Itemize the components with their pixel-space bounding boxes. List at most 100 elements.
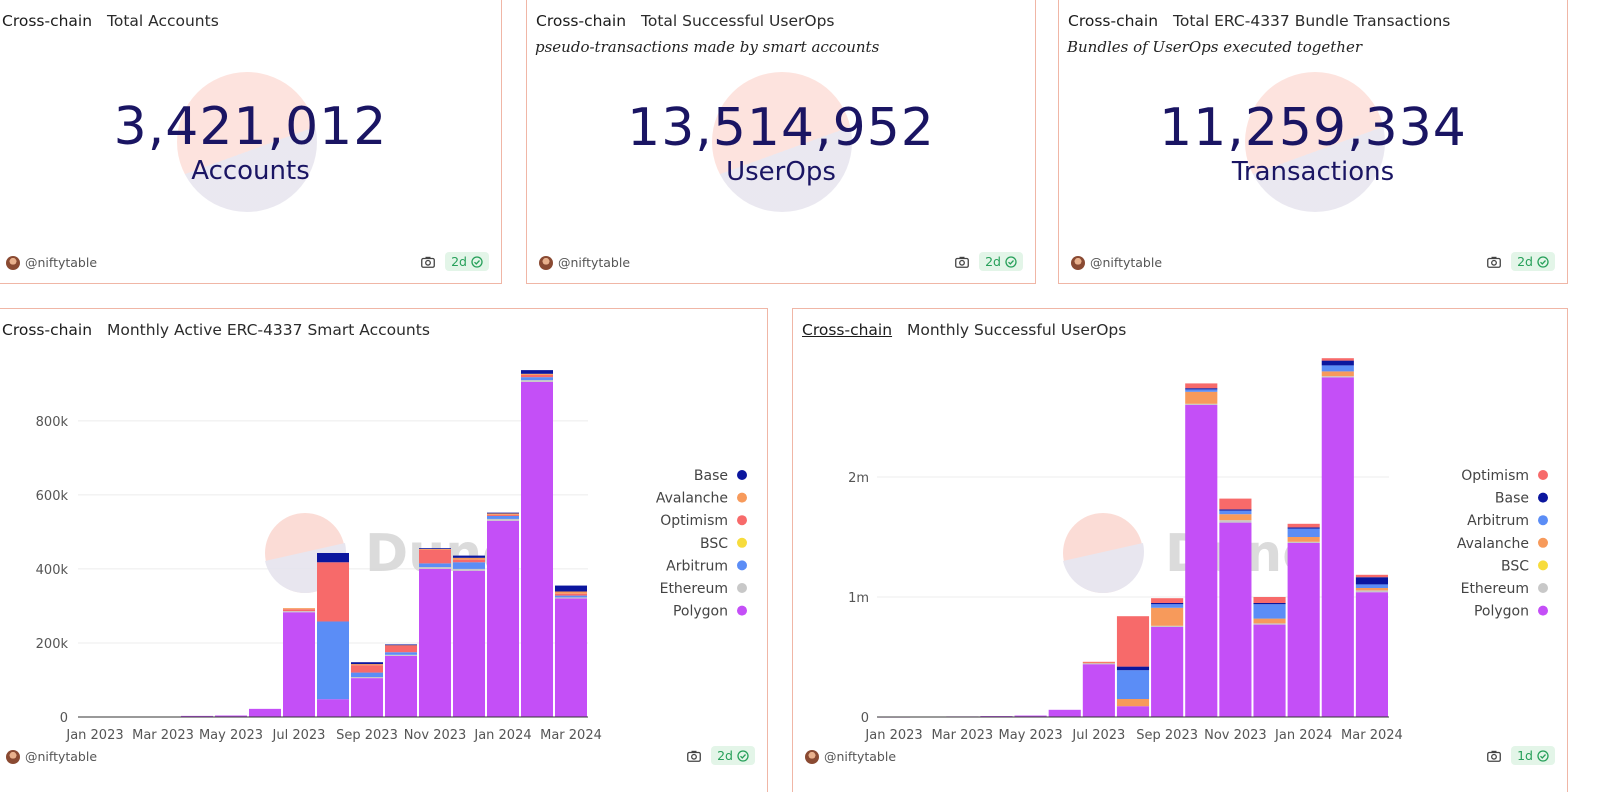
bar-segment-polygon[interactable] bbox=[351, 678, 383, 717]
bar-segment-polygon[interactable] bbox=[1355, 592, 1388, 717]
bar-segment-arbitrum[interactable] bbox=[1287, 528, 1320, 537]
bar-segment-polygon[interactable] bbox=[1185, 405, 1218, 717]
bar-segment-optimism[interactable] bbox=[487, 514, 519, 516]
bar-segment-optimism[interactable] bbox=[1321, 358, 1354, 361]
bar-segment-arbitrum[interactable] bbox=[1185, 389, 1218, 392]
bar-segment-ethereum[interactable] bbox=[1082, 663, 1115, 665]
bar-segment-avalanche[interactable] bbox=[419, 548, 451, 550]
bar-segment-base[interactable] bbox=[1287, 527, 1320, 529]
legend-label[interactable]: Ethereum bbox=[660, 581, 728, 597]
card-tag[interactable]: Cross-chain bbox=[1068, 12, 1159, 30]
bar-segment-polygon[interactable] bbox=[317, 699, 349, 717]
legend-label[interactable]: Avalanche bbox=[656, 491, 728, 507]
bar-segment-arbitrum[interactable] bbox=[1321, 365, 1354, 372]
bar-segment-optimism[interactable] bbox=[1082, 661, 1115, 663]
card-tag[interactable]: Cross-chain bbox=[2, 321, 93, 339]
bar-segment-polygon[interactable] bbox=[1253, 624, 1286, 717]
bar-segment-ethereum[interactable] bbox=[1355, 590, 1388, 593]
bar-segment-base[interactable] bbox=[1185, 388, 1218, 390]
bar-segment-ethereum[interactable] bbox=[1185, 403, 1218, 405]
bar-segment-ethereum[interactable] bbox=[555, 597, 587, 599]
bar-segment-polygon[interactable] bbox=[1287, 543, 1320, 717]
bar-segment-base[interactable] bbox=[1253, 603, 1286, 605]
bar-segment-optimism[interactable] bbox=[1287, 523, 1320, 528]
bar-segment-avalanche[interactable] bbox=[1219, 514, 1252, 521]
bar-segment-base[interactable] bbox=[453, 555, 485, 558]
bar-segment-ethereum[interactable] bbox=[1287, 541, 1320, 543]
bar-segment-polygon[interactable] bbox=[249, 708, 281, 717]
bar-segment-base[interactable] bbox=[317, 552, 349, 563]
bar-segment-avalanche[interactable] bbox=[1116, 699, 1150, 707]
bar-segment-avalanche[interactable] bbox=[1287, 537, 1320, 542]
bar-segment-polygon[interactable] bbox=[181, 715, 213, 717]
legend-label[interactable]: Polygon bbox=[673, 604, 728, 620]
bar-segment-avalanche[interactable] bbox=[1151, 607, 1184, 626]
legend-label[interactable]: Base bbox=[1495, 491, 1529, 507]
bar-segment-polygon[interactable] bbox=[487, 520, 519, 717]
camera-icon[interactable] bbox=[421, 256, 436, 268]
bar-segment-avalanche[interactable] bbox=[487, 513, 519, 515]
bar-segment-ethereum[interactable] bbox=[1219, 520, 1252, 523]
bar-segment-optimism[interactable] bbox=[1219, 498, 1252, 510]
camera-icon[interactable] bbox=[1487, 256, 1502, 268]
bar-segment-ethereum[interactable] bbox=[487, 518, 519, 521]
legend-label[interactable]: BSC bbox=[1501, 558, 1529, 574]
bar-segment-ethereum[interactable] bbox=[453, 568, 485, 571]
bar-segment-polygon[interactable] bbox=[215, 715, 247, 717]
card-tag[interactable]: Cross-chain bbox=[802, 321, 893, 339]
bar-segment-arbitrum[interactable] bbox=[385, 652, 417, 655]
bar-segment-polygon[interactable] bbox=[521, 381, 553, 717]
camera-icon[interactable] bbox=[1487, 750, 1502, 762]
bar-segment-base[interactable] bbox=[487, 512, 519, 514]
bar-segment-arbitrum[interactable] bbox=[453, 562, 485, 569]
bar-segment-polygon[interactable] bbox=[1321, 377, 1354, 717]
bar-segment-ethereum[interactable] bbox=[1253, 623, 1286, 625]
bar-segment-avalanche[interactable] bbox=[1355, 588, 1388, 591]
legend-label[interactable]: Optimism bbox=[1461, 468, 1529, 484]
legend-label[interactable]: Avalanche bbox=[1457, 536, 1529, 552]
bar-segment-ethereum[interactable] bbox=[283, 611, 315, 613]
legend-label[interactable]: Optimism bbox=[660, 513, 728, 529]
legend-label[interactable]: Base bbox=[694, 468, 728, 484]
card-tag[interactable]: Cross-chain bbox=[2, 12, 93, 30]
legend-label[interactable]: BSC bbox=[700, 536, 728, 552]
author[interactable]: @niftytable bbox=[1071, 255, 1162, 270]
bar-segment-polygon[interactable] bbox=[1219, 522, 1252, 717]
bar-segment-base[interactable] bbox=[1116, 666, 1150, 671]
bar-segment-ethereum[interactable] bbox=[521, 380, 553, 382]
bar-segment-ethereum[interactable] bbox=[351, 677, 383, 679]
bar-segment-polygon[interactable] bbox=[1116, 706, 1150, 717]
bar-segment-avalanche[interactable] bbox=[521, 373, 553, 375]
bar-segment-avalanche[interactable] bbox=[1185, 391, 1218, 404]
bar-segment-polygon[interactable] bbox=[555, 598, 587, 717]
bar-segment-polygon[interactable] bbox=[283, 612, 315, 717]
bar-segment-avalanche[interactable] bbox=[453, 557, 485, 560]
legend-label[interactable]: Ethereum bbox=[1461, 581, 1529, 597]
bar-segment-optimism[interactable] bbox=[1151, 598, 1184, 603]
bar-segment-polygon[interactable] bbox=[1048, 709, 1081, 717]
bar-segment-base[interactable] bbox=[1355, 577, 1388, 585]
camera-icon[interactable] bbox=[955, 256, 970, 268]
bar-segment-avalanche[interactable] bbox=[1253, 618, 1286, 624]
bar-segment-avalanche[interactable] bbox=[283, 608, 315, 610]
bar-segment-polygon[interactable] bbox=[1082, 664, 1115, 717]
bar-segment-arbitrum[interactable] bbox=[1151, 604, 1184, 608]
legend-label[interactable]: Arbitrum bbox=[666, 558, 728, 574]
bar-segment-avalanche[interactable] bbox=[555, 591, 587, 594]
bar-segment-optimism[interactable] bbox=[555, 593, 587, 596]
bar-segment-optimism[interactable] bbox=[419, 549, 451, 564]
bar-segment-base[interactable] bbox=[385, 644, 417, 646]
bar-segment-avalanche[interactable] bbox=[351, 664, 383, 666]
bar-segment-optimism[interactable] bbox=[283, 609, 315, 612]
bar-segment-avalanche[interactable] bbox=[1082, 662, 1115, 664]
author[interactable]: @niftytable bbox=[6, 749, 97, 764]
bar-segment-arbitrum[interactable] bbox=[351, 672, 383, 678]
legend-label[interactable]: Polygon bbox=[1474, 604, 1529, 620]
author[interactable]: @niftytable bbox=[6, 255, 97, 270]
bar-segment-arbitrum[interactable] bbox=[487, 515, 519, 519]
bar-segment-arbitrum[interactable] bbox=[317, 621, 349, 700]
bar-segment-base[interactable] bbox=[1321, 360, 1354, 366]
bar-segment-arbitrum[interactable] bbox=[521, 377, 553, 381]
bar-segment-optimism[interactable] bbox=[1116, 616, 1150, 667]
